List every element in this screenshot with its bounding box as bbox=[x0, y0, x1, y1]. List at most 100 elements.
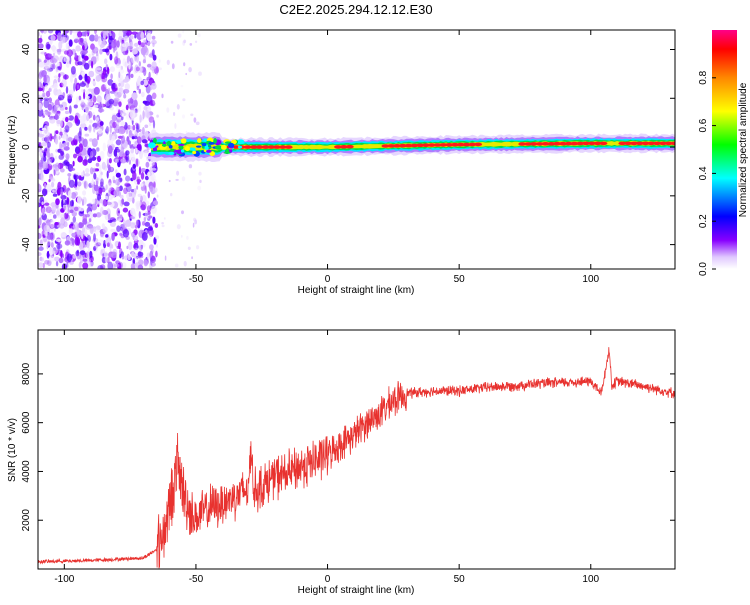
heatmap-speckle bbox=[93, 122, 100, 130]
heatmap-speckle bbox=[95, 74, 101, 82]
heatmap-speckle bbox=[180, 84, 184, 88]
colorbar-label: Normalized spectral amplitude bbox=[738, 82, 749, 217]
heatmap-speckle bbox=[87, 100, 94, 107]
heatmap-speckle bbox=[164, 255, 167, 261]
ridge-core-red bbox=[576, 141, 585, 146]
heatmap-speckle bbox=[70, 167, 76, 171]
heatmap-speckle bbox=[84, 30, 87, 37]
heatmap-speckle bbox=[75, 250, 80, 257]
heatmap-speckle bbox=[140, 168, 146, 173]
heatmap-speckle bbox=[90, 150, 94, 158]
heatmap-speckle bbox=[75, 45, 81, 52]
heatmap-speckle bbox=[101, 76, 107, 83]
heatmap-speckle bbox=[65, 116, 69, 123]
heatmap-speckle bbox=[127, 254, 131, 261]
spectrogram-panel: -100 -50 0 50 100 -40 -20 0 20 40 Height of stra… bbox=[7, 29, 676, 296]
heatmap-speckle bbox=[76, 150, 82, 157]
ridge-core-red bbox=[587, 141, 596, 146]
heatmap-speckle bbox=[70, 66, 76, 75]
heatmap-speckle bbox=[142, 59, 146, 64]
heatmap-speckle bbox=[108, 98, 115, 105]
heatmap-speckle bbox=[58, 257, 64, 264]
heatmap-speckle bbox=[109, 133, 112, 141]
heatmap-speckle bbox=[182, 98, 186, 102]
heatmap-speckle bbox=[115, 172, 121, 178]
heatmap-speckle bbox=[115, 149, 121, 153]
heatmap-speckle bbox=[140, 47, 146, 56]
heatmap-speckle bbox=[120, 121, 126, 127]
heatmap-speckle bbox=[68, 179, 75, 188]
ridge-core-red bbox=[273, 145, 281, 149]
heatmap-speckle bbox=[79, 250, 86, 255]
ridge-blob bbox=[197, 138, 202, 143]
heatmap-speckle bbox=[106, 66, 110, 75]
heatmap-speckle bbox=[115, 158, 119, 163]
heatmap-speckle bbox=[49, 224, 55, 229]
heatmap-speckle bbox=[151, 49, 155, 57]
heatmap-speckle bbox=[117, 218, 123, 222]
snr-y-label: SNR (10 * v/v) bbox=[7, 418, 18, 482]
heatmap-speckle bbox=[183, 62, 186, 67]
heatmap-speckle bbox=[128, 130, 132, 135]
heatmap-speckle bbox=[55, 113, 58, 121]
heatmap-speckle bbox=[188, 67, 192, 73]
heatmap-speckle bbox=[108, 188, 111, 197]
heatmap-speckle bbox=[130, 207, 136, 216]
heatmap-speckle bbox=[102, 142, 107, 152]
heatmap-speckle bbox=[53, 82, 58, 89]
heatmap-speckle bbox=[158, 67, 163, 71]
heatmap-speckle bbox=[174, 123, 177, 129]
heatmap-speckle bbox=[138, 121, 141, 131]
ridge-blob bbox=[209, 151, 215, 157]
heatmap-speckle bbox=[88, 53, 94, 57]
heatmap-speckle bbox=[85, 167, 90, 174]
heatmap-speckle bbox=[192, 222, 195, 228]
heatmap-speckle bbox=[69, 30, 73, 36]
heatmap-speckle bbox=[94, 168, 100, 172]
heatmap-speckle bbox=[152, 120, 156, 129]
heatmap-speckle bbox=[135, 147, 138, 154]
heatmap-speckle bbox=[64, 74, 67, 80]
ridge-blob bbox=[237, 145, 243, 149]
heatmap-speckle bbox=[105, 195, 109, 200]
heatmap-speckle bbox=[110, 228, 116, 233]
heatmap-speckle bbox=[46, 219, 51, 226]
heatmap-speckle bbox=[108, 36, 114, 40]
heatmap-speckle bbox=[96, 135, 100, 141]
heatmap-speckle bbox=[128, 241, 133, 251]
heatmap-speckle bbox=[144, 110, 150, 118]
heatmap-speckle bbox=[113, 97, 120, 102]
ridge-blob bbox=[227, 142, 235, 148]
ridge-blob bbox=[184, 146, 190, 152]
heatmap-speckle bbox=[132, 163, 136, 169]
ridge-core-red bbox=[439, 143, 448, 147]
heatmap-speckle bbox=[142, 126, 145, 135]
heatmap-speckle bbox=[45, 146, 50, 154]
heatmap-speckle bbox=[82, 138, 88, 148]
snr-y-tick-label-2: 6000 bbox=[21, 411, 32, 434]
heatmap-speckle bbox=[123, 201, 130, 207]
heatmap-speckle bbox=[44, 230, 48, 237]
heatmap-speckle bbox=[57, 61, 60, 67]
heatmap-speckle bbox=[42, 30, 48, 34]
ridge-blob bbox=[203, 138, 208, 142]
heatmap-speckle bbox=[63, 221, 68, 228]
heatmap-speckle bbox=[78, 74, 83, 81]
heatmap-speckle bbox=[118, 241, 121, 250]
heatmap-speckle bbox=[136, 219, 139, 226]
heatmap-speckle bbox=[109, 53, 113, 61]
snr-y-ticks: 2000 4000 6000 8000 bbox=[21, 362, 675, 531]
heatmap-speckle bbox=[145, 175, 149, 181]
heatmap-speckle bbox=[148, 121, 152, 127]
ridge-core-red bbox=[582, 141, 590, 146]
heatmap-speckle bbox=[68, 89, 74, 96]
heatmap-speckle bbox=[153, 237, 157, 245]
heatmap-speckle bbox=[44, 204, 48, 212]
heatmap-speckle bbox=[161, 222, 164, 225]
heatmap-speckle bbox=[107, 145, 113, 154]
heatmap-speckle bbox=[170, 192, 173, 197]
heatmap-speckle bbox=[149, 244, 154, 251]
colorbar-tick-label-3: 0.6 bbox=[698, 118, 709, 132]
heatmap-speckle bbox=[85, 251, 90, 259]
heatmap-speckle bbox=[63, 142, 69, 146]
